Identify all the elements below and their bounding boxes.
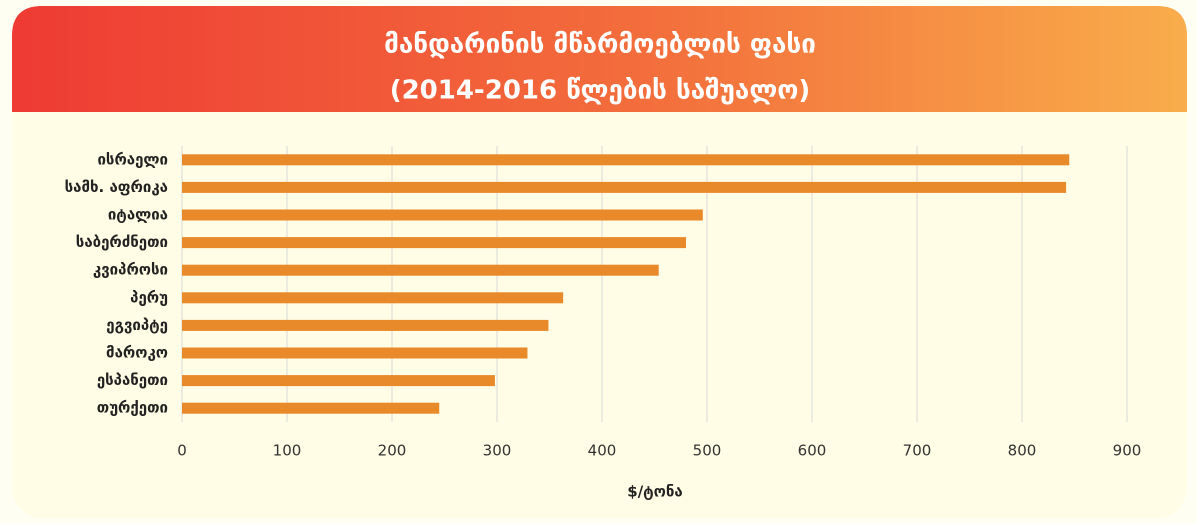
y-tick-label: სამხ. აფრიკა xyxy=(65,178,168,196)
x-tick-label: 200 xyxy=(378,442,407,460)
bar xyxy=(182,402,440,414)
bar xyxy=(182,264,659,276)
y-tick-label: ისრაელი xyxy=(97,150,168,168)
bar xyxy=(182,319,549,331)
y-tick-label: იტალია xyxy=(108,206,168,224)
chart-title: მანდარინის მწარმოებლის ფასი xyxy=(384,30,816,60)
y-tick-label: საბერძნეთი xyxy=(76,233,168,251)
x-tick-label: 400 xyxy=(588,442,617,460)
chart-subtitle: (2014-2016 წლების საშუალო) xyxy=(390,76,811,106)
x-tick-label: 300 xyxy=(483,442,512,460)
y-tick-label: მაროკო xyxy=(106,344,168,362)
header xyxy=(12,6,1187,112)
x-tick-label: 600 xyxy=(798,442,827,460)
bar xyxy=(182,181,1067,193)
x-tick-label: 0 xyxy=(177,442,187,460)
bar xyxy=(182,209,703,221)
x-tick-label: 800 xyxy=(1008,442,1037,460)
bar xyxy=(182,237,686,249)
x-axis-label: $/ტონა xyxy=(627,483,682,501)
y-tick-label: პერუ xyxy=(130,288,168,306)
y-tick-label: ეგვიპტე xyxy=(106,316,168,334)
y-tick-label: ესპანეთი xyxy=(97,371,168,389)
card xyxy=(12,6,1187,518)
x-tick-label: 500 xyxy=(693,442,722,460)
y-tick-label: თურქეთი xyxy=(97,399,168,417)
bar xyxy=(182,292,564,304)
y-tick-label: კვიპროსი xyxy=(93,261,168,279)
bar xyxy=(182,347,528,359)
x-tick-label: 100 xyxy=(273,442,302,460)
bar xyxy=(182,154,1070,166)
x-tick-label: 900 xyxy=(1113,442,1142,460)
bar xyxy=(182,375,495,387)
x-tick-label: 700 xyxy=(903,442,932,460)
